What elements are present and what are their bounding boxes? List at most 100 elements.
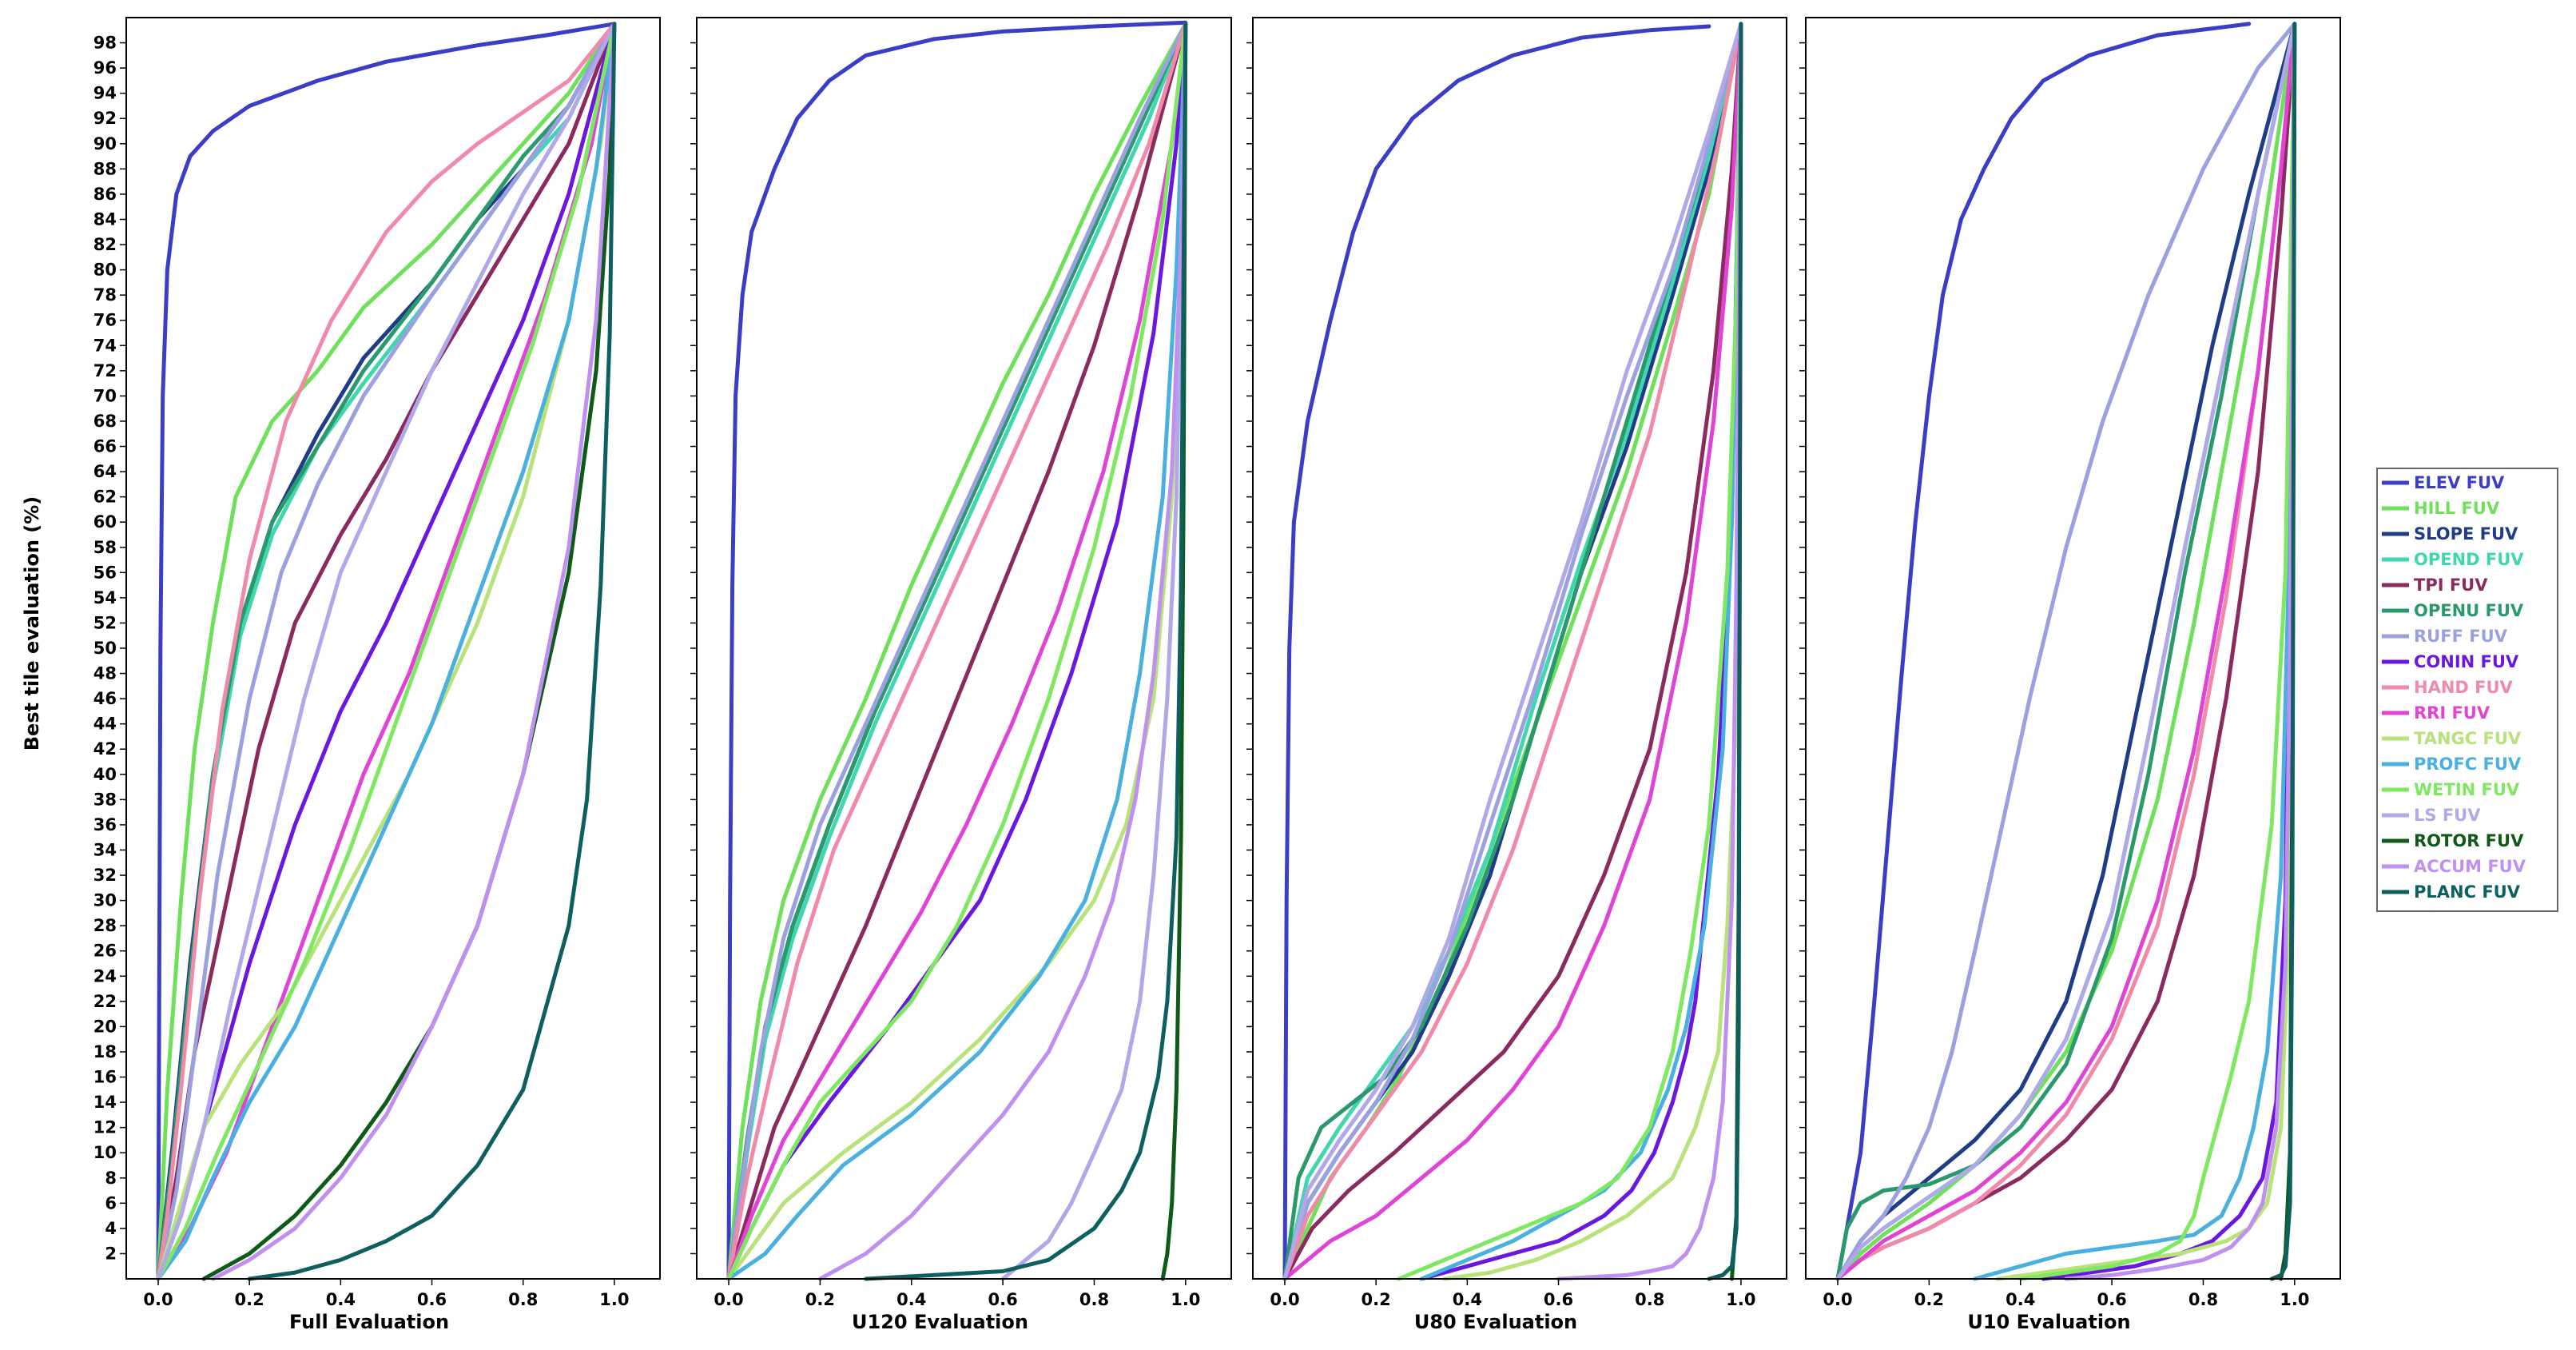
- legend-item: RRI FUV: [2382, 703, 2491, 723]
- y-tick-label: 32: [93, 866, 117, 885]
- series-line-hand-fuv: [726, 22, 1188, 1281]
- legend-label: CONIN FUV: [2414, 652, 2519, 671]
- x-tick-label: 0.8: [1635, 1290, 1664, 1309]
- x-tick-label: 0.6: [988, 1290, 1018, 1309]
- series-line-rri-fuv: [1835, 22, 2297, 1281]
- y-tick-label: 40: [93, 765, 117, 784]
- panel-4: 0.0 0.2 0.4 0.6 0.8 1.0 U10 Evaluation: [1799, 17, 2341, 1333]
- series-line-wetin-fuv: [726, 22, 1188, 1281]
- legend-label: OPEND FUV: [2414, 550, 2524, 569]
- y-tick-label: 2: [105, 1244, 117, 1263]
- y-tick-label: 26: [93, 942, 117, 961]
- y-axis-label: Best tile evaluation (%): [21, 496, 43, 751]
- series-line-elev-fuv: [1835, 22, 2252, 1281]
- legend-label: RUFF FUV: [2414, 627, 2508, 646]
- y-tick-label: 96: [93, 58, 117, 78]
- series-line-profc-fuv: [156, 22, 617, 1281]
- x-tick-label: 0.6: [1544, 1290, 1573, 1309]
- series-line-wetin-fuv: [1397, 22, 1743, 1281]
- x-tick-label: 0.4: [2006, 1290, 2035, 1309]
- x-tick-label: 1.0: [599, 1290, 629, 1309]
- legend-label: TANGC FUV: [2414, 729, 2522, 748]
- y-tick-label: 84: [93, 209, 117, 229]
- legend-label: SLOPE FUV: [2414, 524, 2518, 544]
- legend-item: RUFF FUV: [2382, 627, 2508, 646]
- legend-item: HILL FUV: [2382, 499, 2500, 518]
- legend-label: WETIN FUV: [2414, 780, 2520, 799]
- y-tick-label: 56: [93, 563, 117, 582]
- series-line-ls-fuv: [156, 22, 617, 1281]
- y-tick-label: 44: [93, 715, 117, 734]
- legend-item: OPENU FUV: [2382, 601, 2524, 620]
- y-tick-label: 42: [93, 739, 117, 759]
- series-line-hand-fuv: [1282, 22, 1743, 1281]
- series-line-hill-fuv: [156, 22, 617, 1281]
- y-tick-label: 92: [93, 109, 117, 128]
- y-tick-label: 62: [93, 488, 117, 507]
- series-line-opend-fuv: [1282, 22, 1743, 1281]
- legend-label: HILL FUV: [2414, 499, 2500, 518]
- y-tick-label: 54: [93, 588, 117, 607]
- legend-item: LS FUV: [2382, 806, 2481, 825]
- series-line-profc-fuv: [726, 22, 1188, 1281]
- legend-item: PLANC FUV: [2382, 882, 2521, 902]
- legend-label: PROFC FUV: [2414, 755, 2522, 774]
- legend-label: TPI FUV: [2414, 575, 2488, 595]
- x-tick-label: 0.2: [235, 1290, 264, 1309]
- x-tick-label: 0.6: [417, 1290, 447, 1309]
- series-line-openu-fuv: [1835, 22, 2297, 1281]
- y-tick-label: 58: [93, 538, 117, 557]
- x-axis-label: U120 Evaluation: [852, 1311, 1028, 1333]
- y-tick-label: 10: [93, 1143, 117, 1162]
- y-tick-label: 28: [93, 916, 117, 935]
- y-tick-label: 64: [93, 462, 117, 481]
- series-line-ls-fuv: [1000, 22, 1188, 1281]
- series-line-hand-fuv: [156, 22, 617, 1281]
- series-line-planc-fuv: [2269, 22, 2297, 1281]
- y-tick-label: 90: [93, 134, 117, 153]
- legend-label: HAND FUV: [2414, 678, 2514, 697]
- series-line-elev-fuv: [726, 20, 1188, 1281]
- panel-2: 0.0 0.2 0.4 0.6 0.8 1.0 U120 Evaluation: [690, 17, 1232, 1333]
- y-tick-label: 66: [93, 437, 117, 456]
- legend-label: LS FUV: [2414, 806, 2481, 825]
- y-tick-label: 82: [93, 235, 117, 254]
- y-tick-label: 46: [93, 689, 117, 708]
- y-tick-label: 74: [93, 336, 117, 355]
- legend-label: ACCUM FUV: [2414, 857, 2526, 876]
- series-line-hill-fuv: [726, 22, 1188, 1281]
- legend-label: OPENU FUV: [2414, 601, 2524, 620]
- x-axis-label: U10 Evaluation: [1967, 1311, 2130, 1333]
- legend-item: ELEV FUV: [2382, 473, 2505, 492]
- y-tick-label: 52: [93, 613, 117, 632]
- y-tick-label: 38: [93, 790, 117, 809]
- series-line-accum-fuv: [2064, 22, 2297, 1281]
- y-tick-label: 72: [93, 361, 117, 380]
- series-line-profc-fuv: [1973, 22, 2297, 1281]
- y-tick-label: 16: [93, 1068, 117, 1087]
- x-tick-label: 0.0: [143, 1290, 173, 1309]
- series-line-planc-fuv: [1707, 22, 1743, 1281]
- series-line-ls-fuv: [1282, 22, 1743, 1281]
- y-tick-label: 4: [105, 1219, 117, 1238]
- legend-item: WETIN FUV: [2382, 780, 2520, 799]
- legend-item: ROTOR FUV: [2382, 831, 2524, 850]
- x-tick-label: 1.0: [1726, 1290, 1755, 1309]
- y-tick-label: 36: [93, 815, 117, 834]
- y-tick-label: 88: [93, 159, 117, 178]
- series-line-wetin-fuv: [156, 22, 617, 1281]
- y-tick-label: 24: [93, 966, 117, 986]
- legend-box: [2376, 468, 2558, 912]
- series-line-ruff-fuv: [726, 22, 1188, 1281]
- x-tick-label: 0.0: [714, 1290, 743, 1309]
- series-line-elev-fuv: [156, 22, 617, 1281]
- y-tick-label: 8: [105, 1169, 117, 1188]
- x-tick-label: 1.0: [1171, 1290, 1200, 1309]
- series-line-accum-fuv: [1556, 22, 1743, 1281]
- series-line-planc-fuv: [864, 22, 1188, 1281]
- x-axis-label: Full Evaluation: [289, 1311, 449, 1333]
- series-line-wetin-fuv: [2018, 22, 2297, 1281]
- y-tick-label: 60: [93, 512, 117, 532]
- series-line-accum-fuv: [211, 22, 617, 1281]
